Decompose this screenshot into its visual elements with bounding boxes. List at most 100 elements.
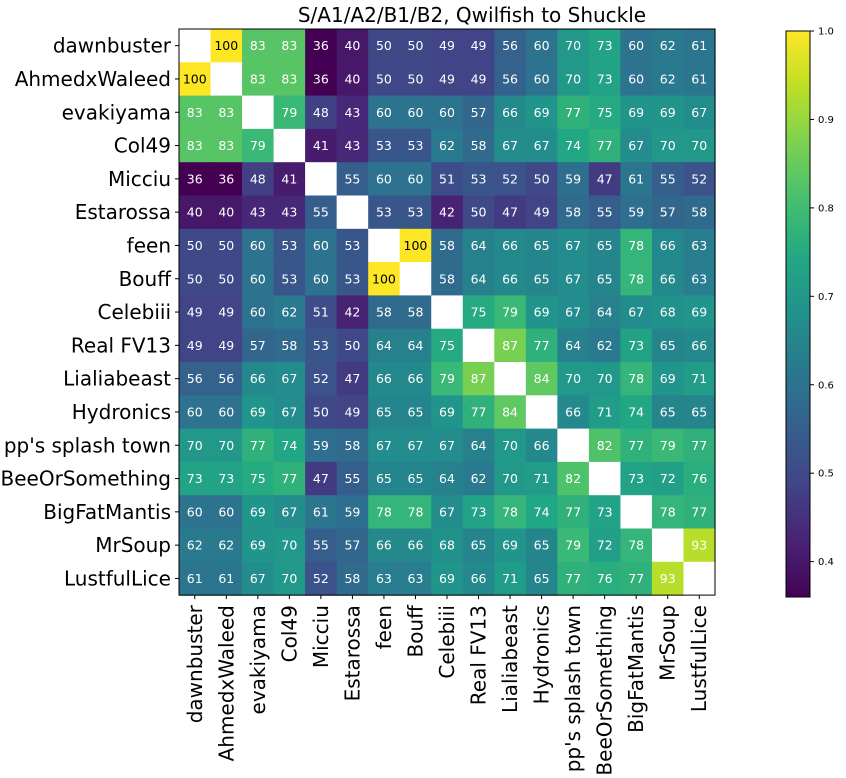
- cell-value-label: 77: [250, 438, 266, 453]
- heatmap-cell: [494, 395, 527, 430]
- cell-value-label: 83: [218, 138, 234, 153]
- heatmap-cell: [494, 428, 527, 463]
- cell-value-label: 52: [313, 571, 329, 586]
- heatmap-cell: [683, 195, 716, 230]
- heatmap-cell: [494, 262, 527, 296]
- column-label: BeeOrSomething: [593, 605, 617, 775]
- heatmap-cell: [494, 461, 527, 496]
- heatmap-cell-empty: [525, 395, 558, 430]
- heatmap-cell: [620, 162, 653, 197]
- cell-value-label: 55: [313, 538, 329, 553]
- heatmap-cell: [557, 362, 590, 396]
- heatmap-cell: [525, 228, 558, 263]
- heatmap-cell: [525, 95, 558, 130]
- cell-value-label: 65: [660, 404, 676, 419]
- cell-value-label: 49: [187, 338, 203, 353]
- cell-value-label: 52: [502, 171, 518, 186]
- cell-value-label: 59: [565, 171, 581, 186]
- column-label: pp's splash town: [561, 605, 585, 772]
- heatmap-cell: [588, 328, 622, 363]
- heatmap-cell: [683, 62, 716, 97]
- colorbar: 0.4 0.5 0.6 0.7 0.8 0.9 1.0: [785, 27, 834, 598]
- cell-value-label: 66: [502, 271, 518, 286]
- column-label: Estarossa: [340, 605, 364, 701]
- heatmap-cell: [273, 95, 306, 130]
- heatmap-cell: [525, 128, 558, 163]
- cell-value-label: 69: [534, 105, 550, 120]
- heatmap-cell: [336, 228, 369, 263]
- row-label: Hydronics: [72, 400, 171, 424]
- heatmap-cell: [242, 295, 275, 330]
- cell-value-label: 70: [218, 438, 234, 453]
- cell-value-label: 57: [250, 338, 266, 353]
- heatmap-cell: [179, 528, 212, 563]
- cell-value-label: 69: [502, 538, 518, 553]
- heatmap-cell: [305, 95, 338, 130]
- cell-value-label: 59: [628, 205, 644, 220]
- cell-value-label: 60: [250, 238, 266, 253]
- row-label: pp's splash town: [4, 433, 171, 457]
- heatmap-cell: [368, 295, 401, 330]
- heatmap-cell: [399, 95, 432, 130]
- heatmap-cell: [651, 495, 685, 530]
- cell-value-label: 64: [376, 338, 392, 353]
- heatmap-cell: [368, 561, 401, 596]
- heatmap-cell: [651, 428, 685, 463]
- heatmap-cell: [368, 29, 401, 63]
- heatmap-cell: [620, 461, 653, 496]
- cell-value-label: 58: [691, 205, 707, 220]
- cell-value-label: 67: [502, 138, 518, 153]
- cell-value-label: 47: [597, 171, 613, 186]
- heatmap-cell: [368, 461, 401, 496]
- heatmap-cell: [210, 328, 243, 363]
- cell-value-label: 49: [439, 71, 455, 86]
- cell-value-label: 56: [502, 71, 518, 86]
- heatmap-cell: [242, 461, 275, 496]
- cell-value-label: 67: [439, 438, 455, 453]
- colorbar-tick-label: 0.9: [818, 115, 834, 126]
- heatmap-cell: [273, 262, 306, 296]
- cell-value-label: 66: [376, 538, 392, 553]
- cell-value-label: 59: [344, 504, 360, 519]
- heatmap-cell: [179, 362, 212, 396]
- cell-value-label: 61: [218, 571, 234, 586]
- row-label: Micciu: [108, 167, 171, 191]
- cell-value-label: 67: [281, 404, 297, 419]
- heatmap-cell: [210, 162, 243, 197]
- heatmap-cell: [431, 228, 464, 263]
- heatmap-cell: [431, 128, 464, 163]
- cell-value-label: 73: [628, 471, 644, 486]
- cell-value-label: 60: [250, 305, 266, 320]
- cell-value-label: 64: [439, 471, 455, 486]
- heatmap-cell: [620, 128, 653, 163]
- cell-value-label: 65: [376, 471, 392, 486]
- row-label: AhmedxWaleed: [15, 67, 171, 91]
- cell-value-label: 67: [628, 305, 644, 320]
- heatmap-cell: [462, 62, 495, 97]
- cell-value-label: 83: [281, 71, 297, 86]
- heatmap-cell: [557, 228, 590, 263]
- heatmap-cell: [620, 95, 653, 130]
- cell-value-label: 93: [660, 571, 676, 586]
- cell-value-label: 77: [281, 471, 297, 486]
- heatmap-cell: [683, 395, 716, 430]
- heatmap-cell: [368, 262, 401, 296]
- heatmap-cell: [305, 128, 338, 163]
- heatmap-cell: [210, 195, 243, 230]
- heatmap-cell: [273, 395, 306, 430]
- heatmap-cell: [683, 295, 716, 330]
- cell-value-label: 60: [250, 271, 266, 286]
- heatmap-cell: [179, 228, 212, 263]
- cell-value-label: 68: [660, 305, 676, 320]
- heatmap-cell: [399, 228, 432, 263]
- cell-value-label: 69: [250, 538, 266, 553]
- cell-value-label: 83: [250, 71, 266, 86]
- column-label: dawnbuster: [183, 604, 207, 723]
- cell-value-label: 50: [534, 171, 550, 186]
- cell-value-label: 82: [565, 471, 581, 486]
- heatmap-cell: [557, 262, 590, 296]
- cell-value-label: 77: [534, 338, 550, 353]
- heatmap-cell: [431, 195, 464, 230]
- cell-value-label: 87: [502, 338, 518, 353]
- heatmap-cell: [431, 95, 464, 130]
